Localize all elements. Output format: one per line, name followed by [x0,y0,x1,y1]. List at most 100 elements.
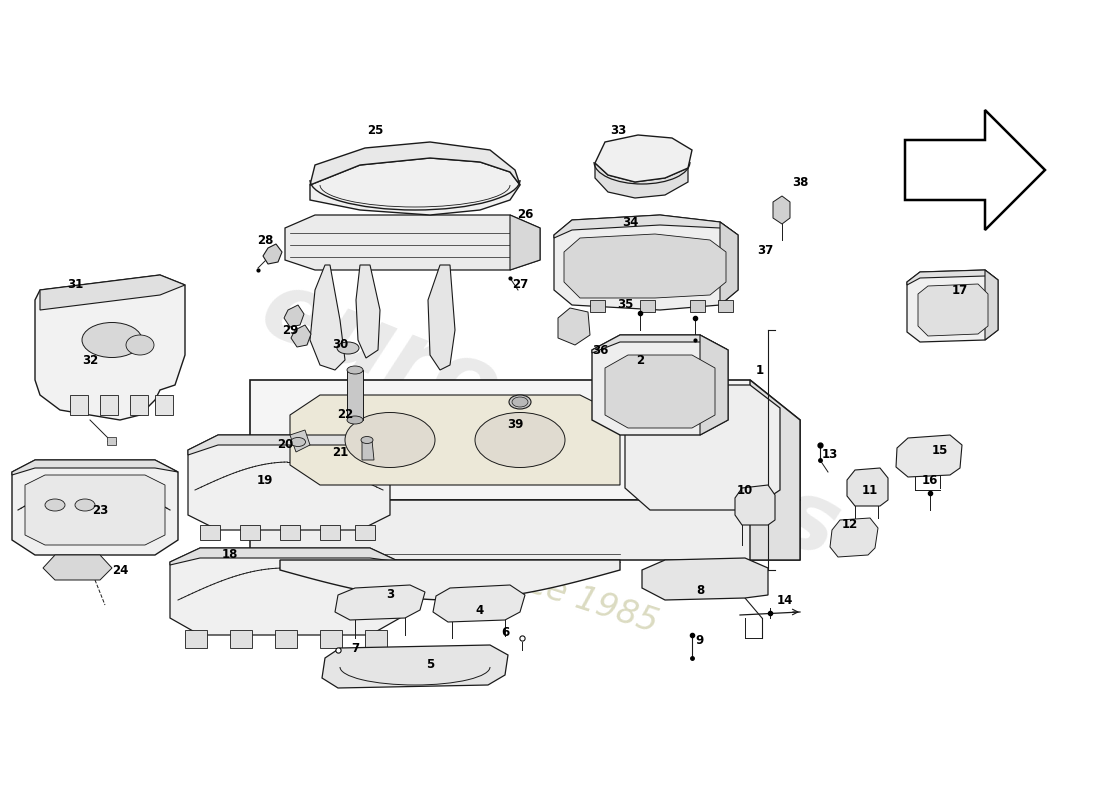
Polygon shape [292,325,311,347]
Text: 16: 16 [922,474,938,486]
Polygon shape [720,222,738,305]
Ellipse shape [346,416,363,424]
Polygon shape [43,555,112,580]
Polygon shape [263,244,282,264]
Polygon shape [188,435,390,455]
Polygon shape [188,435,390,530]
Polygon shape [362,440,374,460]
Polygon shape [322,645,508,688]
Polygon shape [310,265,345,370]
Ellipse shape [509,395,531,409]
Polygon shape [558,308,590,345]
Polygon shape [735,485,776,525]
Polygon shape [700,335,728,435]
Text: 37: 37 [757,243,773,257]
Text: 24: 24 [112,563,129,577]
Polygon shape [12,460,178,555]
Polygon shape [346,370,363,420]
Polygon shape [428,265,455,370]
Polygon shape [830,518,878,557]
Polygon shape [285,215,540,270]
Text: 12: 12 [842,518,858,531]
Text: 5: 5 [426,658,434,671]
Polygon shape [750,380,800,560]
Ellipse shape [290,438,306,446]
Ellipse shape [346,366,363,374]
Text: 15: 15 [932,443,948,457]
Text: 39: 39 [507,418,524,431]
Text: 31: 31 [67,278,84,291]
Text: 26: 26 [517,209,534,222]
Ellipse shape [82,322,142,358]
Polygon shape [310,158,520,215]
Text: 25: 25 [366,123,383,137]
Polygon shape [564,234,726,298]
Text: 30: 30 [332,338,348,351]
Text: 29: 29 [282,323,298,337]
Polygon shape [280,525,300,540]
Polygon shape [280,560,620,600]
Polygon shape [250,500,800,560]
Ellipse shape [75,499,95,511]
Polygon shape [310,142,520,185]
Polygon shape [107,437,116,445]
Text: 7: 7 [351,642,359,654]
Text: 17: 17 [952,283,968,297]
Polygon shape [356,265,380,358]
Polygon shape [640,300,654,312]
Text: 3: 3 [386,589,394,602]
Polygon shape [70,395,88,415]
Text: eurospares: eurospares [248,262,852,578]
Polygon shape [170,548,400,565]
Text: 14: 14 [777,594,793,606]
Polygon shape [433,585,525,622]
Polygon shape [908,270,998,285]
Text: 1: 1 [756,363,764,377]
Polygon shape [284,305,304,327]
Text: 19: 19 [256,474,273,486]
Polygon shape [510,215,540,270]
Polygon shape [908,270,998,342]
Polygon shape [595,163,688,198]
Text: 28: 28 [256,234,273,246]
Text: 22: 22 [337,409,353,422]
Polygon shape [984,270,998,340]
Polygon shape [718,300,733,312]
Text: 34: 34 [621,215,638,229]
Text: 13: 13 [822,449,838,462]
Polygon shape [290,395,620,485]
Polygon shape [185,630,207,648]
Polygon shape [554,215,738,238]
Ellipse shape [126,335,154,355]
Text: 27: 27 [512,278,528,291]
Polygon shape [847,468,888,506]
Polygon shape [918,284,988,336]
Text: 35: 35 [617,298,634,311]
Text: 20: 20 [277,438,293,451]
Polygon shape [170,548,400,635]
Polygon shape [336,585,425,620]
Polygon shape [155,395,173,415]
Polygon shape [240,525,260,540]
Polygon shape [12,460,178,475]
Polygon shape [642,558,768,600]
Polygon shape [275,630,297,648]
Polygon shape [250,380,800,500]
Polygon shape [35,275,185,420]
Text: 11: 11 [862,483,878,497]
Text: 4: 4 [476,603,484,617]
Ellipse shape [512,397,528,407]
Polygon shape [320,525,340,540]
Polygon shape [40,275,185,310]
Polygon shape [590,300,605,312]
Ellipse shape [337,342,359,354]
Text: a passion since 1985: a passion since 1985 [318,500,662,640]
Ellipse shape [345,413,434,467]
Polygon shape [25,475,165,545]
Polygon shape [355,525,375,540]
Text: 9: 9 [696,634,704,646]
Text: 23: 23 [92,503,108,517]
Polygon shape [100,395,118,415]
Polygon shape [320,630,342,648]
Text: 36: 36 [592,343,608,357]
